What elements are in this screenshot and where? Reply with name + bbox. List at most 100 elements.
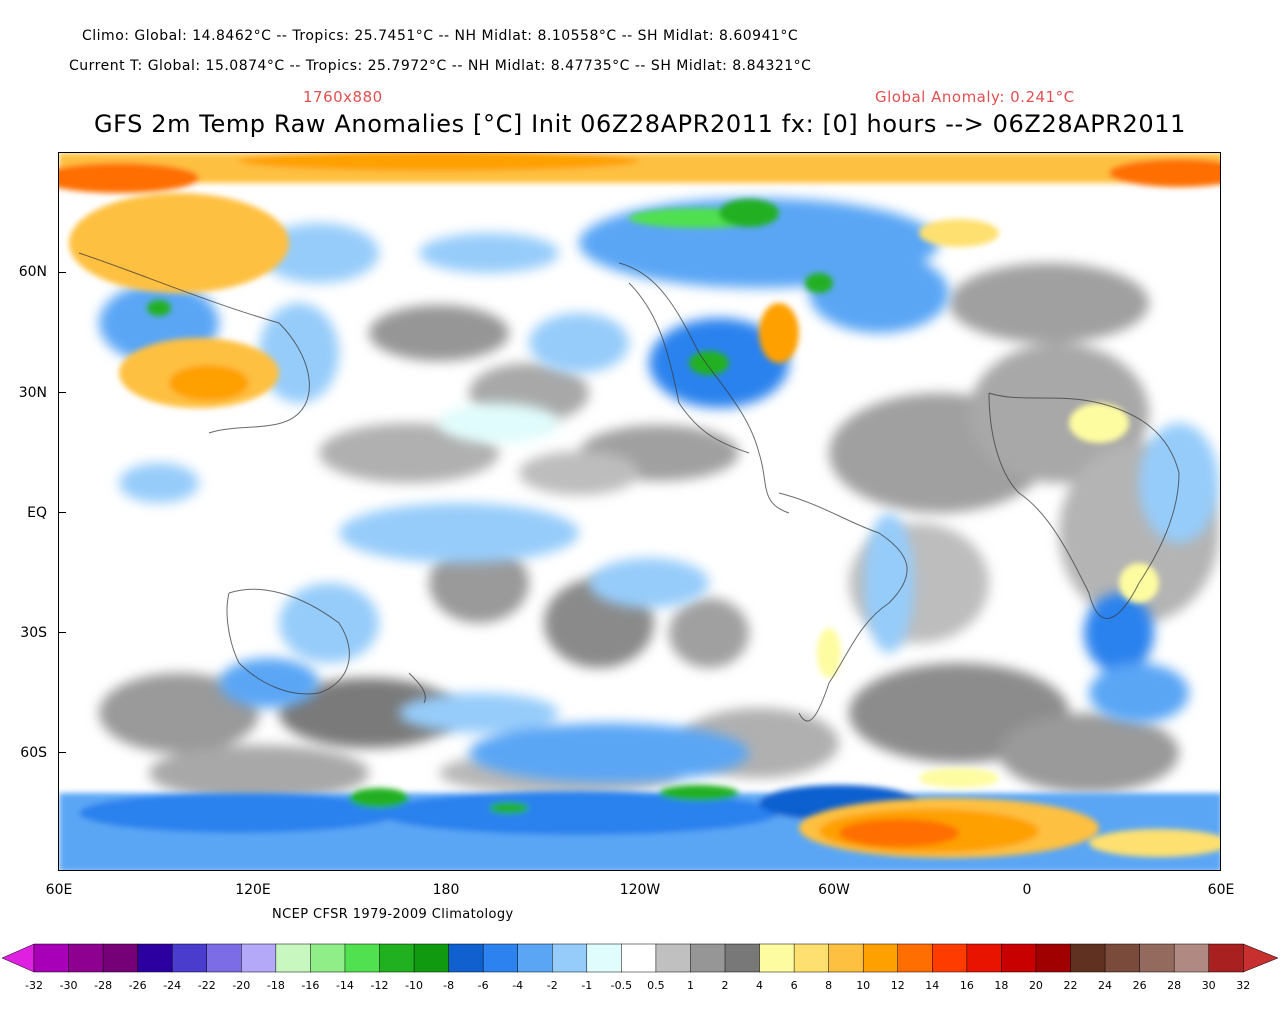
colorbar-label: -4 xyxy=(512,979,524,992)
colorbar-swatch xyxy=(897,943,933,973)
colorbar-swatch xyxy=(33,943,70,973)
colorbar-label: 0.5 xyxy=(647,979,665,992)
lon-label-60w: 60W xyxy=(818,882,850,898)
colorbar-label: -10 xyxy=(405,979,424,992)
lon-label-180: 180 xyxy=(432,882,460,898)
colorbar-label: -1 xyxy=(581,979,593,992)
climatology-credit: NCEP CFSR 1979-2009 Climatology xyxy=(272,907,514,922)
coastlines xyxy=(78,252,1180,722)
colorbar-label: 12 xyxy=(890,979,905,992)
colorbar-label: -2 xyxy=(546,979,558,992)
lon-label-60e-left: 60E xyxy=(45,882,73,898)
map-title: GFS 2m Temp Raw Anomalies [°C] Init 06Z2… xyxy=(93,110,1187,138)
colorbar-left-arrow xyxy=(1,943,35,973)
lat-label-30s: 30S xyxy=(20,625,47,641)
colorbar-label: -20 xyxy=(232,979,251,992)
colorbar-swatch xyxy=(448,943,484,973)
anomaly-field xyxy=(59,153,1220,870)
colorbar-swatch xyxy=(828,943,864,973)
climo-line: Climo: Global: 14.8462°C -- Tropics: 25.… xyxy=(82,28,799,44)
colorbar-swatch xyxy=(68,943,104,973)
y-tick xyxy=(58,632,66,633)
colorbar-swatch xyxy=(932,943,968,973)
colorbar-swatch xyxy=(379,943,415,973)
colorbar-swatch xyxy=(344,943,381,973)
colorbar-label: 2 xyxy=(721,979,729,992)
colorbar-swatch xyxy=(413,943,450,973)
colorbar-swatch xyxy=(206,943,242,973)
colorbar-swatch xyxy=(1070,943,1106,973)
colorbar-swatch xyxy=(552,943,588,973)
colorbar-label: -0.5 xyxy=(610,979,633,992)
colorbar-label: -30 xyxy=(59,979,78,992)
colorbar-swatch xyxy=(1104,943,1141,973)
y-tick xyxy=(58,392,66,393)
colorbar-swatch xyxy=(1001,943,1037,973)
lat-label-30n: 30N xyxy=(18,385,47,401)
colorbar-right-arrow xyxy=(1243,943,1279,973)
lat-label-60n: 60N xyxy=(18,264,47,280)
colorbar-label: -16 xyxy=(301,979,320,992)
colorbar-label: -26 xyxy=(128,979,147,992)
colorbar-label: 28 xyxy=(1167,979,1182,992)
colorbar-swatch xyxy=(517,943,553,973)
colorbar-label: 1 xyxy=(686,979,694,992)
lat-label-60s: 60S xyxy=(20,745,47,761)
blue-anomaly-patches xyxy=(99,198,1219,783)
green-cold-patches xyxy=(147,199,833,375)
resolution-label: 1760x880 xyxy=(303,88,383,106)
arctic-warm-band xyxy=(59,153,1220,678)
colorbar-label: 4 xyxy=(756,979,764,992)
colorbar-swatch xyxy=(275,943,311,973)
colorbar-label: 10 xyxy=(856,979,871,992)
colorbar-label: 24 xyxy=(1098,979,1113,992)
colorbar-swatch xyxy=(1035,943,1072,973)
colorbar-label: 18 xyxy=(994,979,1009,992)
colorbar-swatch xyxy=(759,943,795,973)
colorbar-label: -8 xyxy=(443,979,455,992)
colorbar-swatch xyxy=(586,943,622,973)
colorbar-swatch xyxy=(966,943,1002,973)
current-temperature-line: Current T: Global: 15.0874°C -- Tropics:… xyxy=(69,58,812,74)
colorbar-label: 16 xyxy=(959,979,974,992)
global-anomaly-label: Global Anomaly: 0.241°C xyxy=(875,88,1075,106)
lon-label-120w: 120W xyxy=(619,882,661,898)
anomaly-map xyxy=(58,152,1221,871)
lon-label-0: 0 xyxy=(1022,882,1032,898)
colorbar-label: -18 xyxy=(266,979,285,992)
colorbar xyxy=(1,943,1279,973)
colorbar-label: -14 xyxy=(335,979,354,992)
colorbar-label: -32 xyxy=(25,979,43,992)
colorbar-swatch xyxy=(171,943,208,973)
colorbar-label: 22 xyxy=(1063,979,1078,992)
colorbar-label: -28 xyxy=(94,979,113,992)
colorbar-label: -24 xyxy=(163,979,182,992)
colorbar-label: 26 xyxy=(1132,979,1147,992)
colorbar-swatch xyxy=(1139,943,1175,973)
colorbar-swatch xyxy=(1208,943,1244,973)
colorbar-swatch xyxy=(310,943,346,973)
colorbar-label: 30 xyxy=(1201,979,1216,992)
colorbar-swatch xyxy=(724,943,761,973)
colorbar-swatch xyxy=(482,943,519,973)
colorbar-label: -6 xyxy=(477,979,489,992)
antarctic-warm-anomaly xyxy=(799,768,1220,858)
colorbar-swatch xyxy=(1173,943,1210,973)
lon-label-120e: 120E xyxy=(235,882,271,898)
colorbar-label: 20 xyxy=(1028,979,1043,992)
lon-label-60e-right: 60E xyxy=(1207,882,1235,898)
colorbar-swatch xyxy=(102,943,139,973)
colorbar-label: 8 xyxy=(825,979,833,992)
y-tick xyxy=(58,752,66,753)
colorbar-label: -22 xyxy=(197,979,216,992)
colorbar-swatch xyxy=(655,943,692,973)
colorbar-swatch xyxy=(862,943,899,973)
y-tick xyxy=(58,512,66,513)
colorbar-swatch xyxy=(793,943,830,973)
colorbar-swatch xyxy=(690,943,726,973)
colorbar-label: 6 xyxy=(790,979,798,992)
colorbar-swatch xyxy=(241,943,277,973)
colorbar-label: -12 xyxy=(370,979,389,992)
colorbar-swatch xyxy=(137,943,173,973)
y-tick xyxy=(58,272,66,273)
